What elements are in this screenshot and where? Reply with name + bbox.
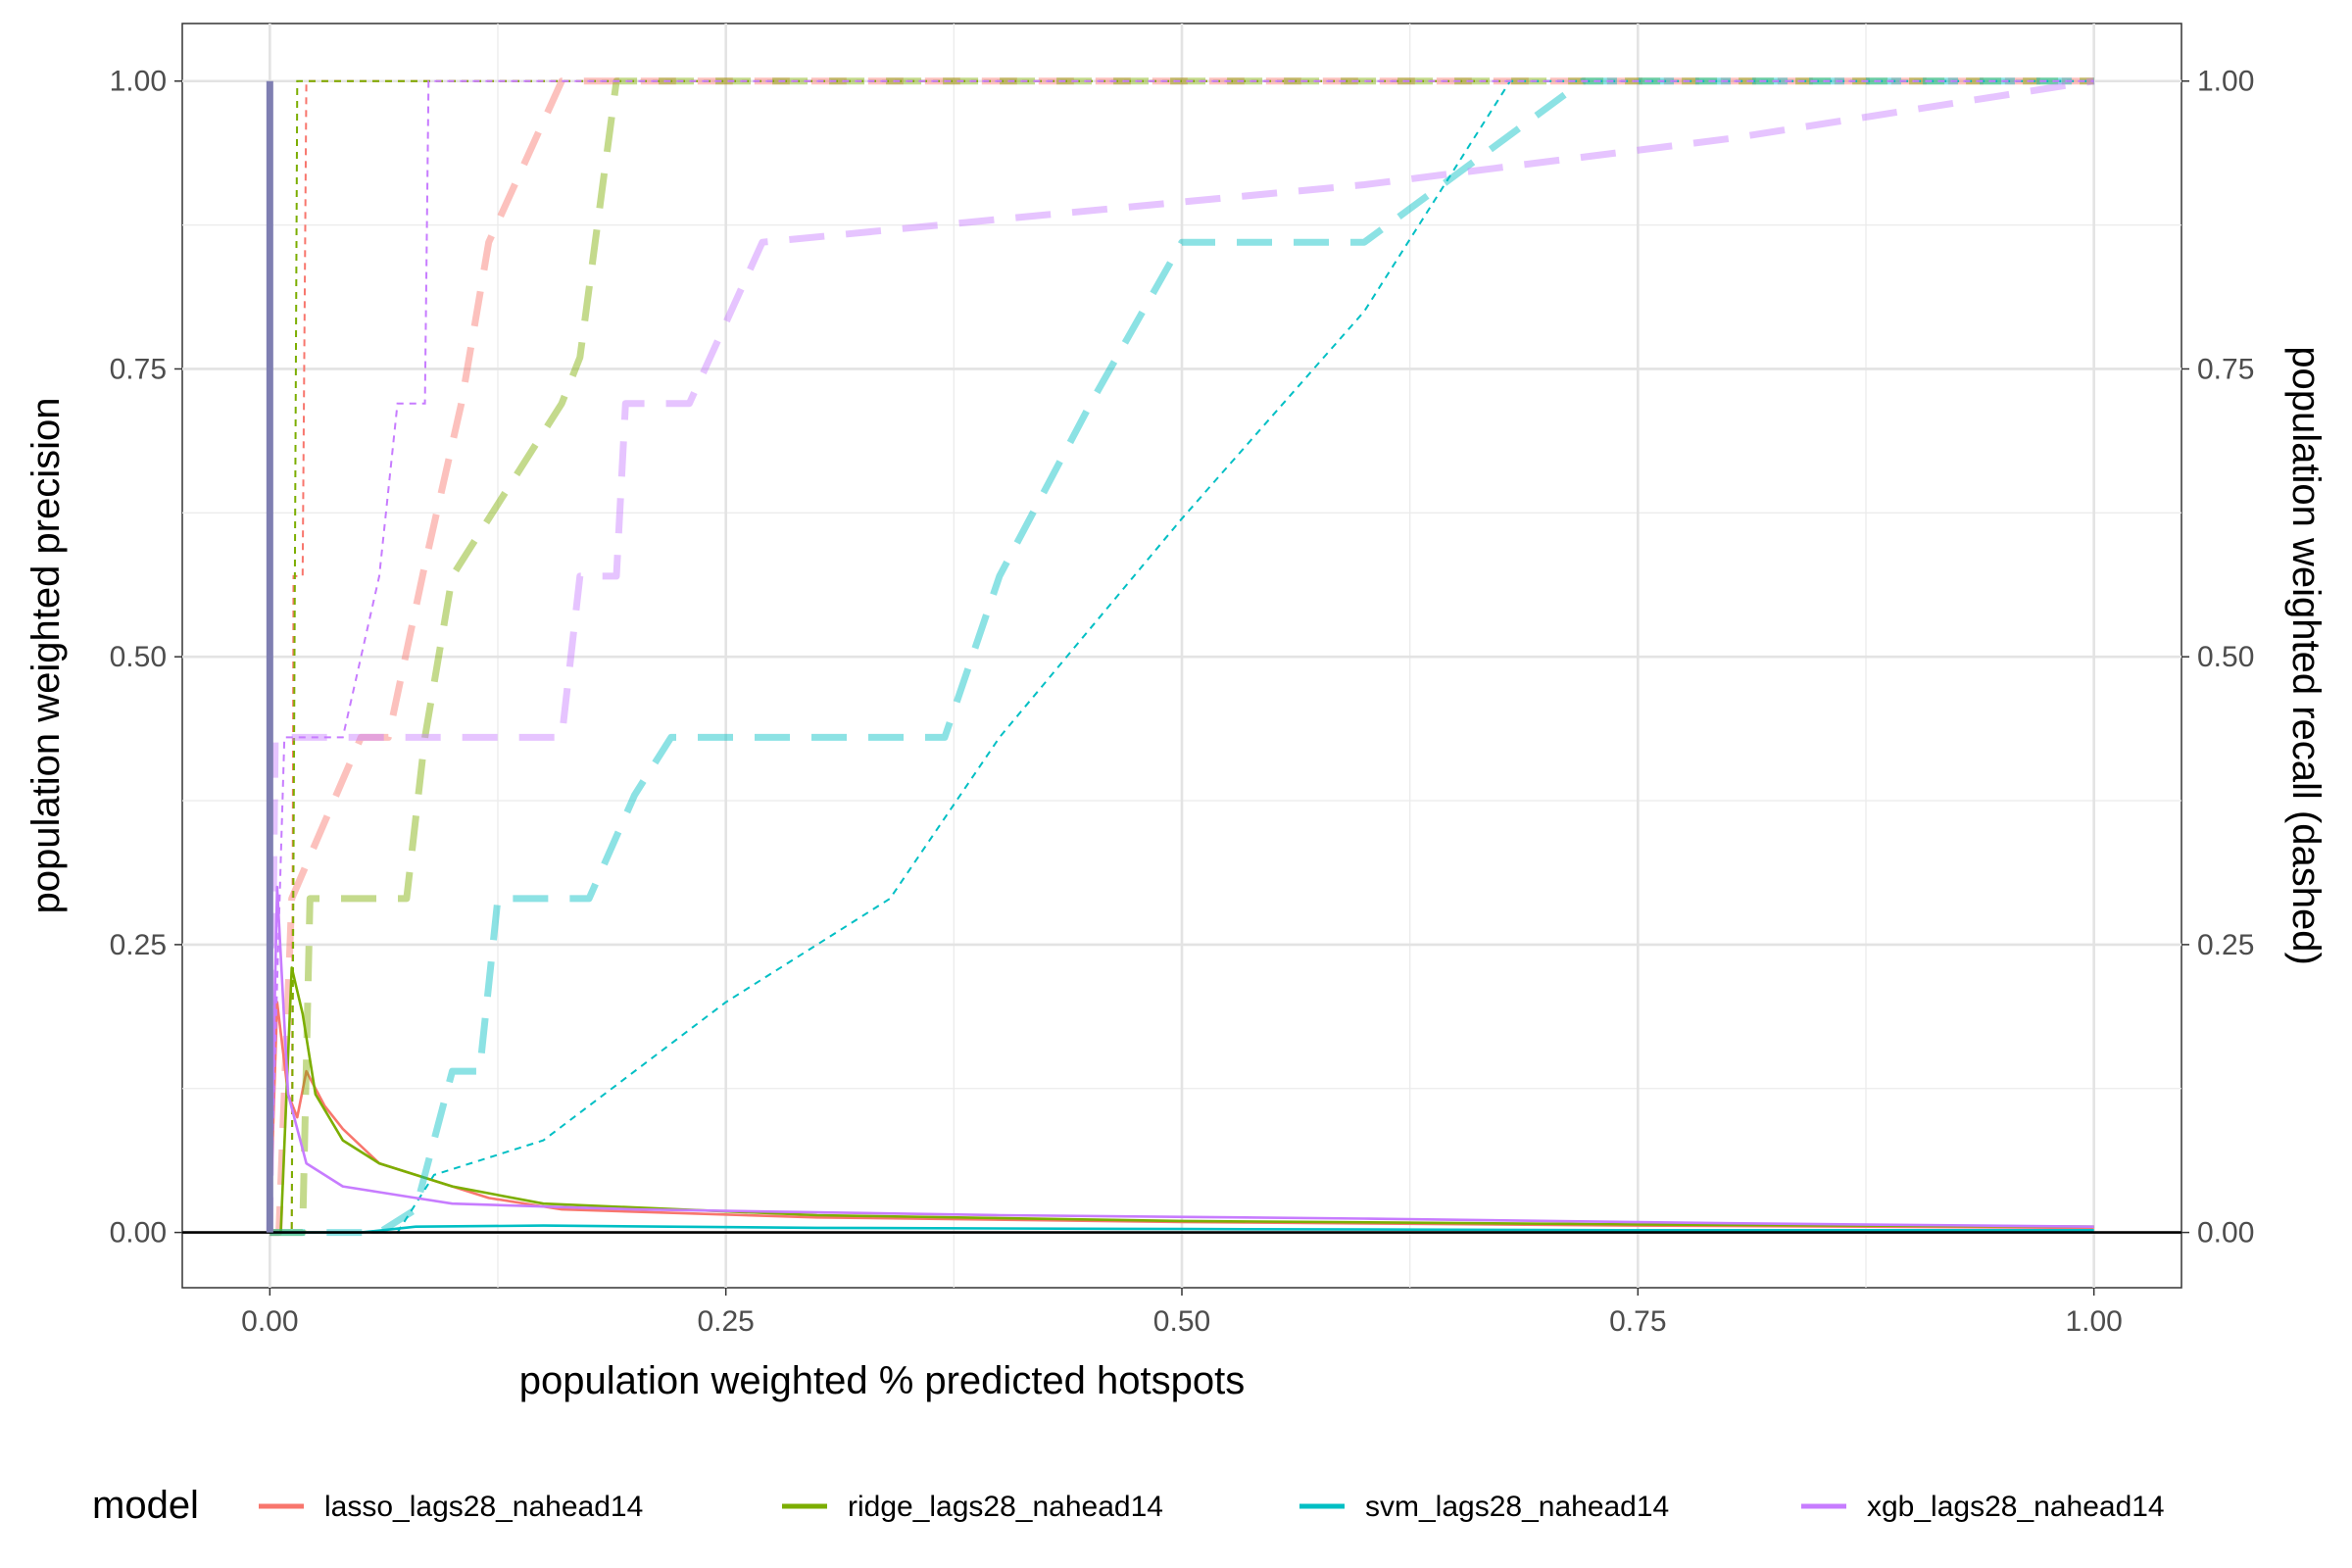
grid-layer <box>182 24 2181 1288</box>
y2-tick-label: 0.50 <box>2197 641 2254 673</box>
x-tick-label: 1.00 <box>2065 1305 2122 1338</box>
legend-title: model <box>92 1484 199 1527</box>
y2-tick-label: 1.00 <box>2197 66 2254 98</box>
svm-recall-thick-line <box>270 77 2094 1237</box>
y-tick-label: 0.75 <box>110 353 167 385</box>
svm-recall-thin-line <box>270 79 2094 1234</box>
y-tick-label: 0.25 <box>110 929 167 961</box>
legend: model lasso_lags28_nahead14 ridge_lags28_… <box>92 1484 2165 1527</box>
lasso-recall-thick-line <box>270 77 2094 1237</box>
xgb-recall-thick-line <box>266 77 2095 1233</box>
y-tick-label: 0.00 <box>110 1217 167 1250</box>
legend-label: xgb_lags28_nahead14 <box>1867 1491 2165 1523</box>
ridge-precision-line <box>270 966 2094 1234</box>
axis-layer: 0.00 0.25 0.50 0.75 1.00 0.00 0.00 0.25 0.25 0.50… <box>110 66 2255 1338</box>
y-tick-label: 0.50 <box>110 641 167 673</box>
y2-tick-label: 0.75 <box>2197 353 2254 385</box>
y-axis-title: population weighted precision <box>24 397 68 913</box>
x-tick-label: 0.50 <box>1153 1305 1210 1338</box>
x-tick-label: 0.00 <box>241 1305 298 1338</box>
y-tick-label: 1.00 <box>110 66 167 98</box>
ridge-recall-thick-line <box>270 77 2094 1237</box>
legend-label: ridge_lags28_nahead14 <box>848 1491 1163 1523</box>
y2-tick-label: 0.00 <box>2197 1217 2254 1250</box>
y2-axis-title: population weighted recall (dashed) <box>2284 346 2328 965</box>
legend-label: lasso_lags28_nahead14 <box>324 1491 643 1523</box>
xgb-precision-line <box>269 885 2094 1233</box>
xgb-recall-thin-line <box>269 79 2094 1233</box>
x-axis-title: population weighted % predicted hotspots <box>519 1359 1246 1402</box>
x-tick-label: 0.75 <box>1609 1305 1666 1338</box>
x-tick-label: 0.25 <box>697 1305 754 1338</box>
legend-label: svm_lags28_nahead14 <box>1365 1491 1669 1523</box>
reference-lines <box>182 80 2181 1234</box>
y2-tick-label: 0.25 <box>2197 929 2254 961</box>
